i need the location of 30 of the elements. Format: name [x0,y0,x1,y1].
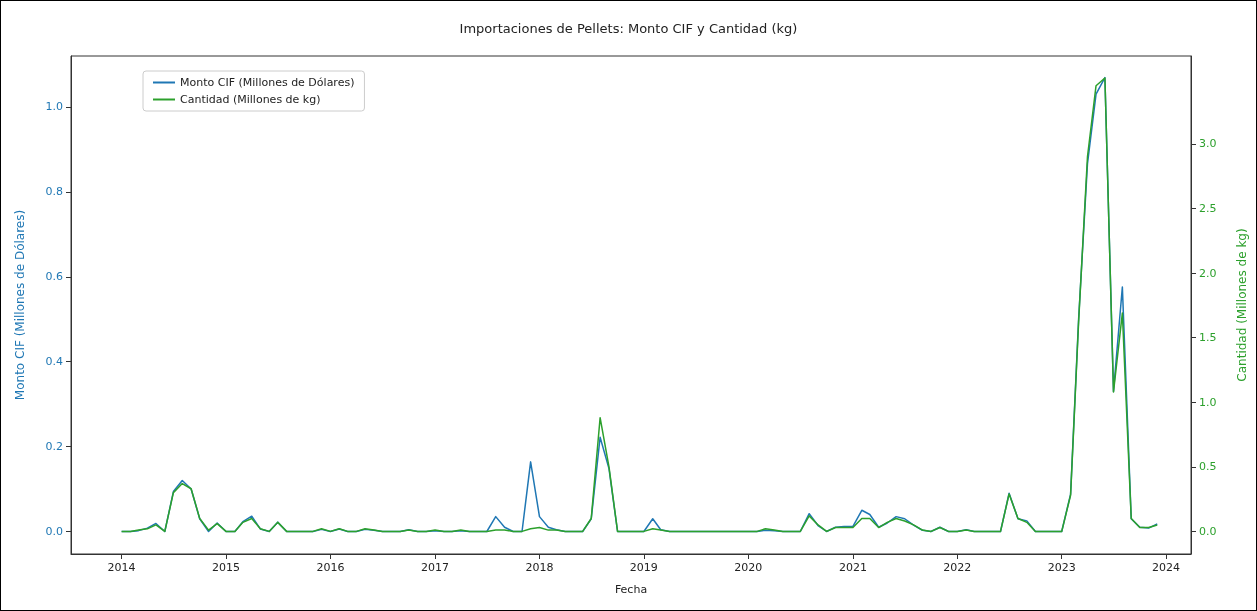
chart-title: Importaciones de Pellets: Monto CIF y Cantidad (kg) [459,21,798,36]
y2-tick-label: 0.5 [1199,460,1217,474]
y2-tick-label: 1.5 [1199,331,1217,345]
x-tick-label: 2021 [838,561,867,574]
x-tick-label: 2019 [629,561,658,574]
legend-label: Monto CIF (Millones de Dólares) [180,76,355,89]
x-tick-label: 2017 [421,561,450,574]
y-tick-label: 0.0 [45,525,63,538]
y2-axis-title: Cantidad (Millones de kg) [1235,228,1249,382]
y2-tick-label: 2.5 [1199,201,1217,215]
y2-tick-label: 2.0 [1199,266,1217,280]
y-axis-title: Monto CIF (Millones de Dólares) [13,209,27,401]
legend-label: Cantidad (Millones de kg) [180,93,321,106]
x-tick-label: 2024 [1152,561,1181,574]
x-tick-label: 2020 [734,561,763,574]
y2-tick-label: 3.0 [1199,137,1217,151]
y-tick-label: 0.6 [45,270,63,284]
y2-tick-label: 1.0 [1199,395,1217,409]
y-tick-label: 0.8 [45,185,63,199]
x-tick-label: 2018 [525,561,554,574]
x-tick-label: 2015 [212,561,241,574]
y2-tick-label: 0.0 [1199,524,1217,538]
x-axis-title: Fecha [614,583,648,596]
y-tick-label: 0.2 [45,440,63,454]
x-tick-label: 2023 [1047,561,1076,574]
x-tick-label: 2014 [107,561,136,574]
y-tick-label: 0.4 [45,355,63,369]
y-tick-label: 1.0 [45,100,63,114]
x-tick-label: 2022 [943,561,972,574]
x-tick-label: 2016 [316,561,345,574]
